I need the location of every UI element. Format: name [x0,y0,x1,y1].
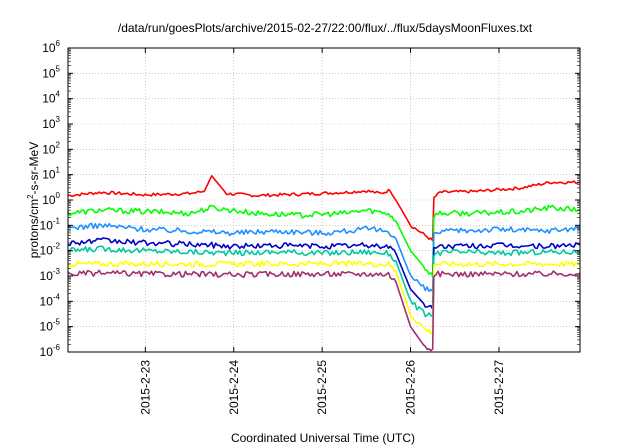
series-line-4 [67,245,581,318]
y-tick-label: 100 [42,191,60,207]
y-tick-base: 10 [42,41,56,55]
grid-layer [68,47,580,353]
x-axis-title: Coordinated Universal Time (UTC) [231,431,415,445]
y-tick-label: 10-5 [40,318,61,334]
x-tick-label: 2015-2-23 [138,360,152,415]
x-tick-label: 2015-2-25 [315,360,329,415]
y-tick-exponent: -3 [53,267,61,276]
y-tick-label: 101 [42,166,60,182]
y-tick-base: 10 [42,66,56,80]
y-tick-exponent: -5 [53,318,61,327]
x-tick-label: 2015-2-27 [492,360,506,415]
series-line-5 [67,260,581,335]
y-axis-title: protons/cm2-s-sr-MeV [26,142,41,258]
y-tick-exponent: -4 [53,292,61,301]
series-line-6 [67,269,581,352]
y-tick-label: 10-3 [40,267,61,283]
y-tick-base: 10 [42,92,56,106]
y-tick-base: 10 [42,168,56,182]
y-tick-label: 10-2 [40,242,61,258]
y-tick-label: 105 [42,64,60,80]
y-tick-exponent: 6 [56,39,61,48]
y-tick-exponent: 4 [56,90,61,99]
y-tick-label: 102 [42,140,60,156]
y-tick-base: 10 [40,218,54,232]
y-tick-base: 10 [40,294,54,308]
x-tick-label: 2015-2-24 [227,360,241,415]
chart-title: /data/run/goesPlots/archive/2015-02-27/2… [118,21,533,35]
y-tick-base: 10 [40,345,54,359]
series-layer [67,175,581,352]
series-line-0 [67,175,581,242]
y-tick-exponent: 5 [56,64,61,73]
y-tick-label: 10-6 [40,343,61,359]
y-tick-exponent: 0 [56,191,61,200]
y-tick-base: 10 [42,193,56,207]
y-tick-base: 10 [40,244,54,258]
y-tick-label: 104 [42,90,60,106]
y-tick-label: 10-4 [40,292,61,308]
y-tick-exponent: 2 [56,140,61,149]
y-tick-label: 106 [42,39,60,55]
y-tick-exponent: 1 [56,166,61,175]
y-tick-exponent: -2 [53,242,61,251]
y-axis-title-exponent: 2 [26,194,35,199]
y-axis-title-main: protons/cm [27,199,41,258]
y-tick-exponent: -6 [53,343,61,352]
y-tick-label: 103 [42,115,60,131]
y-axis-title-rest: -s-sr-MeV [27,142,41,195]
x-tick-label: 2015-2-26 [404,360,418,415]
y-tick-label: 10-1 [40,216,61,232]
y-tick-base: 10 [40,320,54,334]
y-tick-base: 10 [40,269,54,283]
y-tick-base: 10 [42,142,56,156]
series-line-3 [67,237,581,310]
y-tick-base: 10 [42,117,56,131]
series-line-2 [67,222,581,293]
axes-layer: 10-610-510-410-310-210-11001011021031041… [40,39,581,415]
y-tick-exponent: -1 [53,216,61,225]
series-line-1 [67,204,581,277]
y-tick-exponent: 3 [56,115,61,124]
